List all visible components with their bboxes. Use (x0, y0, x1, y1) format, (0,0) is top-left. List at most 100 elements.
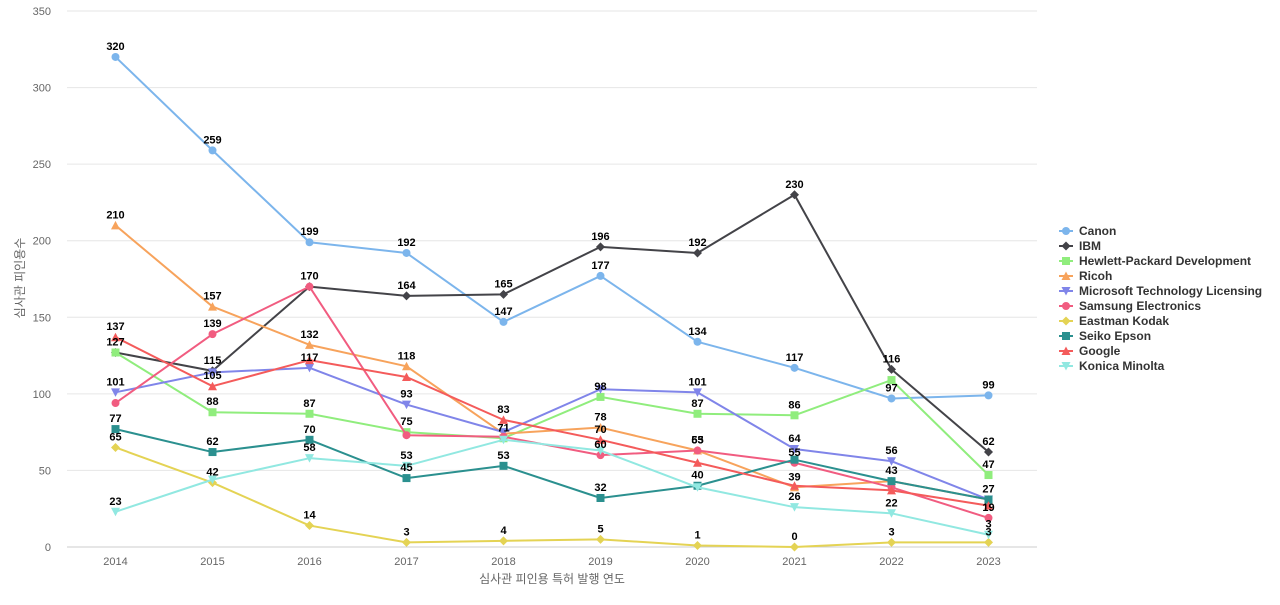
data-point[interactable] (208, 330, 217, 339)
series-google[interactable] (111, 332, 993, 510)
legend-item-google[interactable]: Google (1059, 344, 1121, 358)
data-point[interactable] (499, 317, 508, 326)
data-point[interactable] (596, 493, 605, 502)
data-point[interactable] (790, 190, 799, 200)
series-eastman-kodak[interactable] (111, 442, 993, 552)
data-point[interactable] (305, 409, 314, 418)
legend-marker[interactable] (1062, 257, 1070, 265)
data-point[interactable] (790, 363, 799, 372)
series-line-google[interactable] (114, 336, 990, 507)
data-point[interactable] (984, 447, 993, 457)
data-point[interactable] (596, 242, 605, 252)
legend-marker[interactable] (1061, 346, 1071, 356)
data-point[interactable] (402, 537, 411, 547)
series-line-ricoh[interactable] (114, 224, 990, 501)
data-point[interactable] (596, 435, 605, 444)
data-point[interactable] (887, 364, 896, 374)
data-point[interactable] (402, 474, 411, 483)
data-point[interactable] (887, 537, 896, 547)
data-point[interactable] (499, 461, 508, 470)
data-point[interactable] (790, 411, 799, 420)
data-point[interactable] (790, 542, 799, 552)
legend-item-canon[interactable]: Canon (1059, 224, 1116, 238)
data-point[interactable] (305, 454, 314, 463)
data-point[interactable] (111, 425, 120, 434)
legend-marker[interactable] (1061, 287, 1071, 296)
data-point[interactable] (887, 376, 896, 385)
data-point[interactable] (305, 282, 314, 291)
data-point[interactable] (887, 485, 896, 495)
data-point[interactable] (693, 540, 702, 550)
data-point[interactable] (984, 495, 993, 504)
data-point[interactable] (499, 428, 508, 437)
data-point[interactable] (402, 361, 411, 371)
data-point[interactable] (402, 400, 411, 410)
data-point[interactable] (596, 271, 605, 280)
legend-marker[interactable] (1061, 271, 1071, 281)
data-point[interactable] (499, 289, 508, 299)
series-line-konica-minolta[interactable] (114, 438, 990, 536)
series-microsoft-technology-licensing[interactable] (111, 363, 993, 505)
data-point[interactable] (111, 399, 120, 408)
series-line-canon[interactable] (114, 55, 990, 400)
data-point[interactable] (693, 248, 702, 258)
data-point[interactable] (984, 501, 993, 510)
data-point[interactable] (984, 530, 993, 540)
data-point[interactable] (790, 455, 799, 464)
data-point[interactable] (596, 392, 605, 401)
data-point[interactable] (596, 446, 605, 456)
legend-item-ibm[interactable]: IBM (1059, 239, 1101, 253)
legend-marker[interactable] (1062, 302, 1070, 310)
data-point[interactable] (402, 372, 411, 382)
data-point[interactable] (208, 302, 217, 311)
data-point[interactable] (790, 444, 799, 454)
data-point[interactable] (402, 291, 411, 301)
data-point[interactable] (693, 483, 702, 492)
data-point[interactable] (887, 509, 896, 518)
data-point[interactable] (693, 388, 702, 397)
legend-marker[interactable] (1062, 227, 1070, 235)
legend-marker[interactable] (1062, 332, 1070, 340)
legend-item-hewlett-packard-development[interactable]: Hewlett-Packard Development (1059, 254, 1251, 268)
data-point[interactable] (208, 408, 217, 417)
data-point[interactable] (887, 457, 896, 466)
data-point[interactable] (208, 475, 217, 485)
legend-marker[interactable] (1061, 316, 1071, 326)
legend-marker[interactable] (1061, 362, 1071, 371)
data-point[interactable] (305, 340, 314, 349)
legend-item-konica-minolta[interactable]: Konica Minolta (1059, 359, 1165, 373)
legend-item-eastman-kodak[interactable]: Eastman Kodak (1059, 314, 1169, 328)
data-point[interactable] (208, 381, 217, 391)
data-point[interactable] (693, 458, 702, 467)
data-point[interactable] (887, 394, 896, 403)
legend-item-microsoft-technology-licensing[interactable]: Microsoft Technology Licensing (1059, 284, 1262, 298)
legend-item-ricoh[interactable]: Ricoh (1059, 269, 1112, 283)
legend-item-samsung-electronics[interactable]: Samsung Electronics (1059, 299, 1201, 313)
data-point[interactable] (984, 471, 993, 480)
data-point[interactable] (305, 238, 314, 247)
data-point[interactable] (111, 507, 120, 517)
data-point[interactable] (305, 435, 314, 444)
data-point[interactable] (596, 423, 605, 432)
data-point[interactable] (305, 521, 314, 531)
data-point[interactable] (499, 435, 508, 445)
series-line-seiko-epson[interactable] (114, 428, 990, 501)
series-line-eastman-kodak[interactable] (114, 446, 990, 548)
series-line-ibm[interactable] (114, 193, 990, 454)
data-point[interactable] (596, 451, 605, 460)
data-point[interactable] (693, 446, 702, 455)
data-point[interactable] (111, 348, 120, 357)
data-point[interactable] (596, 534, 605, 544)
data-point[interactable] (499, 415, 508, 424)
data-point[interactable] (402, 461, 411, 471)
data-point[interactable] (887, 477, 896, 486)
data-point[interactable] (208, 368, 217, 377)
series-hewlett-packard-development[interactable] (111, 348, 993, 480)
series-line-microsoft-technology-licensing[interactable] (114, 366, 990, 501)
series-konica-minolta[interactable] (111, 435, 993, 540)
data-point[interactable] (111, 52, 120, 61)
series-canon[interactable] (111, 52, 993, 403)
data-point[interactable] (984, 391, 993, 400)
data-point[interactable] (402, 431, 411, 440)
